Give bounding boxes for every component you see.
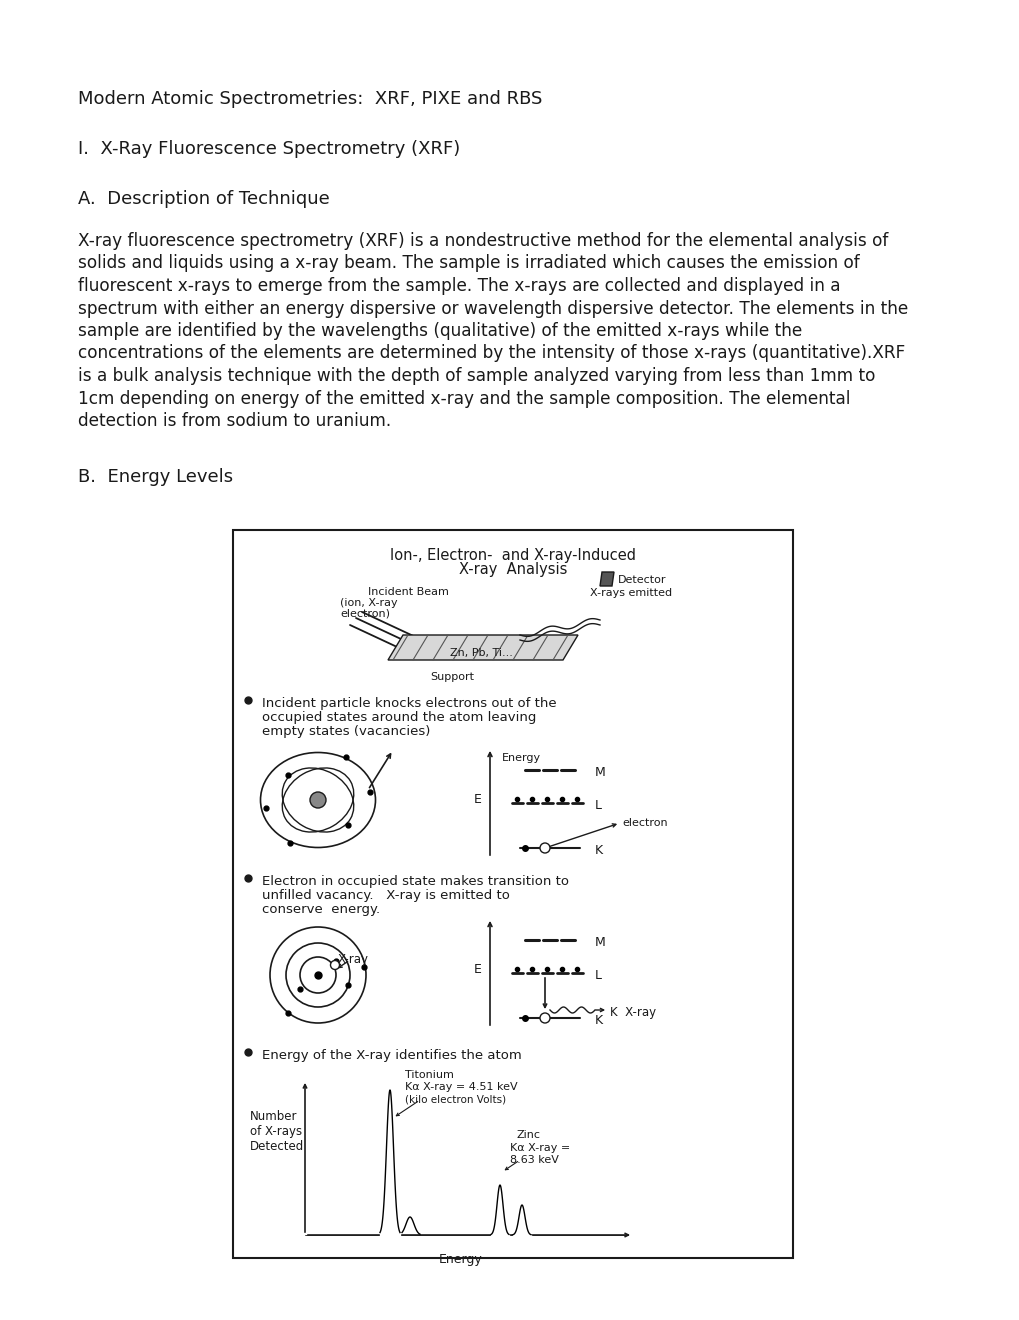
Text: X-ray: X-ray bbox=[337, 953, 369, 966]
Circle shape bbox=[310, 792, 326, 808]
Text: Zn, Pb, Ti...: Zn, Pb, Ti... bbox=[449, 648, 513, 657]
Text: E: E bbox=[474, 964, 482, 975]
Text: Number: Number bbox=[250, 1110, 298, 1123]
Text: occupied states around the atom leaving: occupied states around the atom leaving bbox=[262, 711, 536, 723]
Text: electron): electron) bbox=[339, 609, 389, 618]
Text: Incident particle knocks electrons out of the: Incident particle knocks electrons out o… bbox=[262, 697, 556, 710]
Circle shape bbox=[539, 1012, 549, 1023]
Text: conserve  energy.: conserve energy. bbox=[262, 903, 380, 916]
Text: Energy of the X-ray identifies the atom: Energy of the X-ray identifies the atom bbox=[262, 1049, 522, 1063]
Text: Titonium: Titonium bbox=[405, 1071, 453, 1080]
Text: X-ray  Analysis: X-ray Analysis bbox=[459, 562, 567, 577]
Text: electron: electron bbox=[622, 818, 667, 828]
Text: Electron in occupied state makes transition to: Electron in occupied state makes transit… bbox=[262, 875, 569, 888]
Text: 1cm depending on energy of the emitted x-ray and the sample composition. The ele: 1cm depending on energy of the emitted x… bbox=[77, 389, 850, 408]
Text: Incident Beam: Incident Beam bbox=[368, 587, 448, 597]
Text: Kα X-ray =: Kα X-ray = bbox=[510, 1143, 570, 1152]
Text: Zinc: Zinc bbox=[517, 1130, 540, 1140]
Text: Kα X-ray = 4.51 keV: Kα X-ray = 4.51 keV bbox=[405, 1082, 517, 1092]
Text: fluorescent x-rays to emerge from the sample. The x-rays are collected and displ: fluorescent x-rays to emerge from the sa… bbox=[77, 277, 840, 294]
Text: K: K bbox=[594, 1014, 602, 1027]
Bar bbox=[232, 531, 792, 1258]
Text: is a bulk analysis technique with the depth of sample analyzed varying from less: is a bulk analysis technique with the de… bbox=[77, 367, 874, 385]
Circle shape bbox=[330, 961, 339, 969]
Text: X-ray fluorescence spectrometry (XRF) is a nondestructive method for the element: X-ray fluorescence spectrometry (XRF) is… bbox=[77, 232, 888, 249]
Polygon shape bbox=[387, 635, 578, 660]
Text: B.  Energy Levels: B. Energy Levels bbox=[77, 469, 233, 486]
Text: L: L bbox=[594, 969, 601, 982]
Text: empty states (vacancies): empty states (vacancies) bbox=[262, 725, 430, 738]
Text: I.  X-Ray Fluorescence Spectrometry (XRF): I. X-Ray Fluorescence Spectrometry (XRF) bbox=[77, 140, 460, 158]
Text: Detector: Detector bbox=[618, 576, 665, 585]
Text: (ion, X-ray: (ion, X-ray bbox=[339, 598, 397, 609]
Text: A.  Description of Technique: A. Description of Technique bbox=[77, 190, 329, 209]
Text: X-rays emitted: X-rays emitted bbox=[589, 587, 672, 598]
Text: E: E bbox=[474, 793, 482, 807]
Text: of X-rays: of X-rays bbox=[250, 1125, 302, 1138]
Text: (kilo electron Volts): (kilo electron Volts) bbox=[405, 1094, 505, 1104]
Text: Energy: Energy bbox=[501, 752, 541, 763]
Text: Detected: Detected bbox=[250, 1140, 304, 1152]
Text: Support: Support bbox=[430, 672, 474, 682]
Text: M: M bbox=[594, 766, 605, 779]
Text: K  X-ray: K X-ray bbox=[609, 1006, 655, 1019]
Text: 8.63 keV: 8.63 keV bbox=[510, 1155, 558, 1166]
Text: sample are identified by the wavelengths (qualitative) of the emitted x-rays whi: sample are identified by the wavelengths… bbox=[77, 322, 802, 341]
Text: concentrations of the elements are determined by the intensity of those x-rays (: concentrations of the elements are deter… bbox=[77, 345, 905, 363]
Text: M: M bbox=[594, 936, 605, 949]
Text: detection is from sodium to uranium.: detection is from sodium to uranium. bbox=[77, 412, 391, 430]
Text: L: L bbox=[594, 799, 601, 812]
Text: Ion-, Electron-  and X-ray-Induced: Ion-, Electron- and X-ray-Induced bbox=[389, 548, 636, 564]
Text: Modern Atomic Spectrometries:  XRF, PIXE and RBS: Modern Atomic Spectrometries: XRF, PIXE … bbox=[77, 90, 542, 108]
Text: spectrum with either an energy dispersive or wavelength dispersive detector. The: spectrum with either an energy dispersiv… bbox=[77, 300, 907, 318]
Text: K: K bbox=[594, 843, 602, 857]
Text: unfilled vacancy.   X-ray is emitted to: unfilled vacancy. X-ray is emitted to bbox=[262, 888, 510, 902]
Text: solids and liquids using a x-ray beam. The sample is irradiated which causes the: solids and liquids using a x-ray beam. T… bbox=[77, 255, 859, 272]
Polygon shape bbox=[599, 572, 613, 586]
Circle shape bbox=[539, 843, 549, 853]
Text: Energy: Energy bbox=[439, 1253, 482, 1266]
